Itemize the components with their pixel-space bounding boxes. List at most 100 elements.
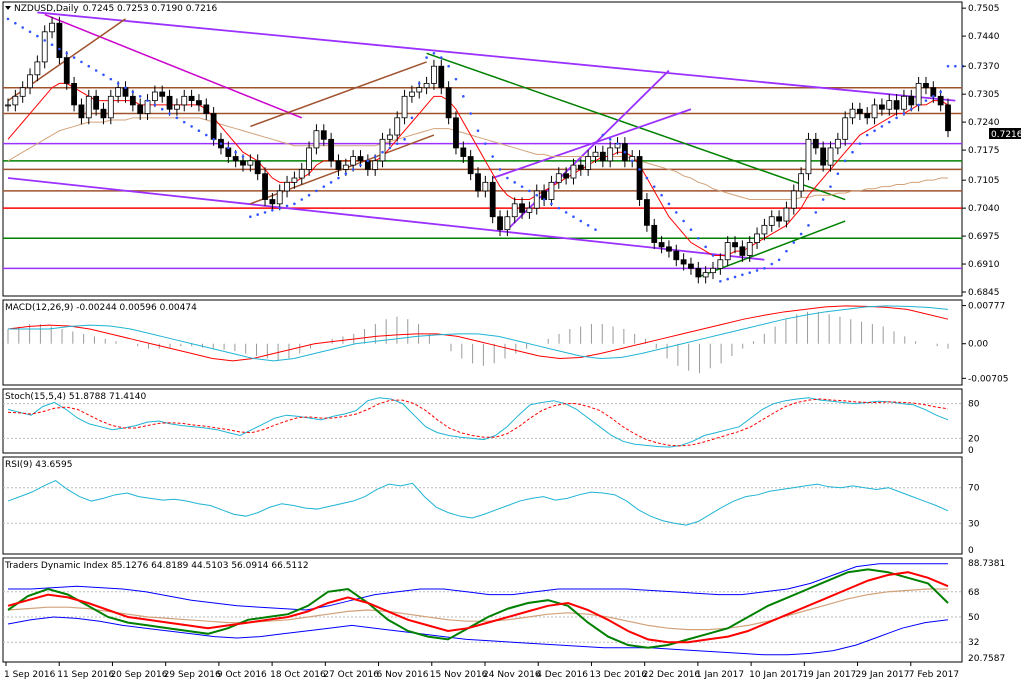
candle-body <box>651 224 658 243</box>
psar-dot <box>542 198 546 201</box>
candle-body <box>34 61 41 76</box>
psar-dot <box>425 56 428 59</box>
candle-body <box>673 250 680 261</box>
candle-body <box>798 173 805 192</box>
psar-dot <box>138 95 142 98</box>
ohlc-values: 0.7245 0.7253 0.7190 0.7216 <box>83 4 218 14</box>
candle-body <box>203 104 210 114</box>
price-axis-label: 0.6975 <box>968 232 1000 242</box>
candle-body <box>423 83 430 89</box>
stoch-axis-label: 0 <box>968 446 974 456</box>
psar-dot <box>550 202 553 206</box>
purple-channel-top <box>37 11 956 102</box>
candle-body <box>306 147 312 170</box>
price-marker-box <box>989 128 1021 139</box>
psar-dot <box>241 155 245 158</box>
rsi-pane[interactable] <box>3 480 962 526</box>
macd-pane[interactable] <box>7 305 949 374</box>
psar-dot <box>843 159 847 163</box>
stoch-pane[interactable] <box>3 397 962 448</box>
time-axis-label: 1 Sep 2016 <box>4 670 56 680</box>
candle-body <box>923 83 929 89</box>
time-axis-label: 27 Oct 2016 <box>323 670 379 680</box>
candle-body <box>394 117 401 136</box>
tdi-pane[interactable] <box>3 563 962 656</box>
candle-body <box>754 233 760 243</box>
candle-body <box>445 87 452 119</box>
psar-dot <box>329 181 333 184</box>
psar-dot <box>124 86 127 90</box>
rsi-axis-label: 70 <box>968 484 980 494</box>
psar-dot <box>102 73 105 77</box>
price-axis-label: 0.7505 <box>968 4 1000 14</box>
psar-dot <box>939 90 942 94</box>
candle-body <box>247 160 254 166</box>
psar-dot <box>359 163 362 167</box>
psar-dot <box>711 254 715 257</box>
psar-dot <box>263 211 267 214</box>
tdi-label: Traders Dynamic Index 85.1276 64.8189 44… <box>4 561 309 571</box>
candle-body <box>592 151 599 157</box>
psar-dot <box>204 133 208 137</box>
candle-body <box>658 242 665 248</box>
psar-dot <box>902 112 906 115</box>
panels <box>2 1 963 663</box>
psar-dot <box>667 202 671 206</box>
psar-dot <box>484 142 487 145</box>
candle-body <box>85 95 92 119</box>
psar-dot <box>21 26 24 29</box>
psar-dot <box>234 150 237 154</box>
psar-dot <box>836 172 840 176</box>
psar-dot <box>697 236 700 240</box>
psar-dot <box>829 185 832 188</box>
psar-dot <box>535 193 539 197</box>
tdi-upper-band <box>8 563 948 611</box>
psar-dot <box>116 82 120 85</box>
time-axis-label: 22 Dec 2016 <box>643 670 701 680</box>
candle-body <box>284 181 290 192</box>
green-trend-line <box>426 52 846 201</box>
price-axis-label: 0.6845 <box>968 288 1000 298</box>
psar-dot <box>770 262 774 266</box>
psar-dot <box>219 142 223 145</box>
psar-dot <box>873 129 876 133</box>
psar-dot <box>476 129 480 133</box>
candle-body <box>856 108 863 114</box>
candle-body <box>937 95 944 106</box>
candle-body <box>489 181 496 218</box>
time-axis-label: 10 Jan 2017 <box>749 670 803 680</box>
psar-dot <box>623 150 627 154</box>
stoch-main-line <box>7 397 949 448</box>
candle-body <box>482 181 489 192</box>
candle-body <box>379 138 386 162</box>
price-pane[interactable] <box>3 11 964 284</box>
psar-dot <box>109 77 113 81</box>
psar-dot <box>410 116 414 120</box>
candle-body <box>820 147 827 166</box>
candle-body <box>12 95 19 106</box>
psar-dot <box>94 69 98 72</box>
ma-red-line <box>7 82 949 256</box>
candle-body <box>416 87 423 93</box>
candle-body <box>328 138 335 162</box>
purple-channel-bottom <box>7 177 765 261</box>
candle-body <box>56 22 63 59</box>
psar-dot <box>638 168 641 171</box>
candle-body <box>49 22 55 33</box>
psar-dot <box>895 116 898 120</box>
psar-dot <box>858 142 862 145</box>
candle-body <box>783 207 790 222</box>
psar-dot <box>212 138 215 141</box>
candle-body <box>181 95 188 106</box>
rsi-label: RSI(9) 43.6595 <box>5 460 72 470</box>
pane-frame-4 <box>2 557 963 663</box>
psar-dot <box>249 215 252 219</box>
candle-body <box>63 57 70 84</box>
candle-body <box>93 95 100 110</box>
psar-dot <box>447 64 450 68</box>
psar-dot <box>131 90 135 94</box>
candle-body <box>350 156 357 166</box>
chart-menu-icon[interactable] <box>5 6 11 10</box>
psar-dot <box>880 125 884 128</box>
